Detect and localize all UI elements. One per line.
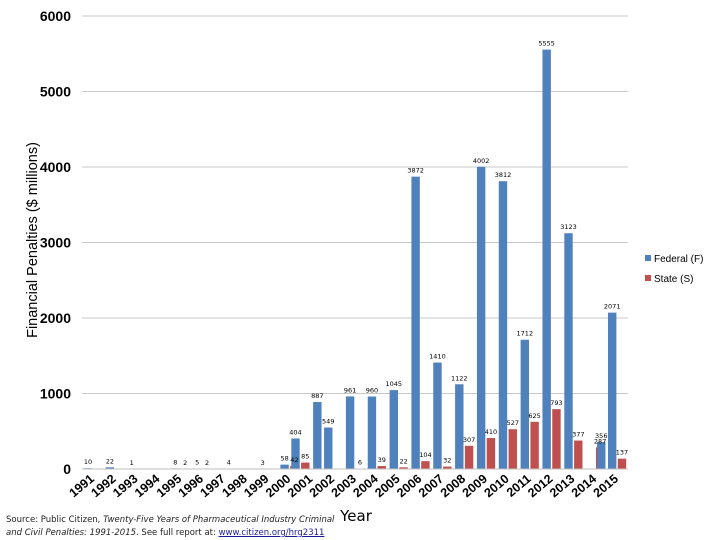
- bar-federal-2010: [498, 181, 508, 469]
- legend-label-state: State (S): [654, 274, 693, 285]
- source-prefix: Source: Public Citizen,: [6, 515, 104, 525]
- bar-state-1996-label: 2: [205, 459, 209, 467]
- bar-state-2005: [399, 467, 408, 469]
- x-axis-ticks: 1991199219931994199519961997199819992000…: [67, 472, 621, 501]
- bar-federal-2004: [367, 396, 377, 469]
- x-axis-title: Year: [339, 507, 373, 525]
- x-tick-label-2015: 2015: [591, 472, 621, 501]
- gridlines: [82, 15, 628, 394]
- bar-state-2007: [443, 466, 452, 469]
- bar-state-2010-label: 527: [507, 419, 519, 427]
- bar-state-2014-label: 287: [594, 437, 606, 445]
- bar-federal-2000-label: 58: [280, 455, 288, 463]
- bar-federal-2013: [564, 233, 573, 469]
- bar-state-2004-label: 39: [378, 456, 386, 464]
- bar-state-2013-label: 377: [572, 431, 584, 439]
- bar-state-2013: [574, 440, 583, 469]
- bar-federal-1996-label: 5: [195, 459, 199, 467]
- bar-federal-2002: [324, 427, 333, 469]
- bar-state-2011-label: 625: [528, 412, 540, 420]
- legend-label-federal: Federal (F): [654, 254, 703, 265]
- bar-state-2010: [508, 429, 517, 469]
- legend-swatch-federal: [645, 255, 651, 261]
- bar-state-2003-label: 6: [358, 459, 362, 467]
- bar-federal-2005-label: 1045: [386, 380, 403, 388]
- bar-federal-2008-label: 1122: [451, 374, 468, 382]
- bar-state-2015-label: 137: [616, 449, 628, 457]
- bar-state-2006: [421, 461, 430, 469]
- bar-state-2007-label: 32: [443, 457, 451, 465]
- bar-state-2000-label: 42: [290, 456, 298, 464]
- bar-state-2008-label: 307: [463, 436, 475, 444]
- bar-federal-2008: [455, 384, 464, 469]
- bar-federal-1999-label: 3: [261, 459, 265, 467]
- bar-state-2012-label: 793: [550, 399, 562, 407]
- bar-federal-2015-label: 2071: [604, 303, 621, 311]
- bar-federal-1995-label: 8: [173, 458, 177, 466]
- bar-extra-2001-2: [313, 402, 322, 469]
- bar-federal-1993-label: 1: [130, 459, 134, 467]
- bars: [83, 49, 627, 469]
- y-axis-title: Financial Penalties ($ millions): [25, 142, 41, 338]
- bar-state-2015: [617, 458, 627, 469]
- bar-state-2011: [530, 421, 539, 469]
- bar-extra-2000-1: [301, 462, 310, 469]
- bar-federal-2013-label: 3123: [560, 223, 577, 231]
- source-link[interactable]: www.citizen.org/hrg2311: [218, 528, 325, 538]
- y-tick-label-1000: 1000: [40, 386, 71, 402]
- bar-federal-2010-label: 3812: [495, 171, 512, 179]
- bar-federal-2011-label: 1712: [517, 330, 534, 338]
- source-middle: . See full report at:: [136, 528, 219, 538]
- bar-extra-2001-2-label: 887: [311, 392, 323, 400]
- bar-federal-2006: [411, 176, 420, 469]
- bar-federal-2007-label: 1410: [429, 353, 446, 361]
- y-tick-label-0: 0: [63, 461, 71, 477]
- bar-extra-2014-3-label: 356: [595, 432, 607, 440]
- bar-federal-1992-label: 22: [106, 457, 114, 465]
- y-tick-label-6000: 6000: [40, 8, 71, 24]
- bar-federal-2009-label: 4002: [473, 157, 490, 165]
- source-note: Source: Public Citizen, Twenty-Five Year…: [6, 514, 336, 540]
- bar-state-2006-label: 104: [419, 451, 431, 459]
- bar-state-1997-label: 4: [227, 459, 231, 467]
- bar-federal-2007: [433, 362, 442, 469]
- bar-federal-2005: [389, 390, 398, 469]
- y-tick-label-5000: 5000: [40, 84, 71, 100]
- y-tick-label-2000: 2000: [40, 310, 71, 326]
- legend-swatch-state: [645, 275, 651, 281]
- bar-extra-2000-0-label: 404: [289, 428, 301, 436]
- bar-federal-1992: [105, 467, 115, 469]
- bar-federal-2004-label: 960: [366, 387, 378, 395]
- bar-extra-2000-0: [291, 438, 300, 469]
- bar-state-2009: [486, 438, 496, 469]
- bar-federal-2015: [607, 312, 617, 469]
- bar-federal-2011: [520, 339, 530, 469]
- bar-extra-2000-1-label: 85: [301, 453, 309, 461]
- bar-state-2012: [552, 409, 561, 469]
- bar-federal-2006-label: 3872: [407, 167, 424, 175]
- bar-state-2008: [464, 445, 474, 469]
- bar-state-2004: [377, 466, 386, 469]
- bar-extra-2014-3: [597, 442, 606, 469]
- bar-state-2005-label: 22: [399, 457, 407, 465]
- source-title: Twenty-Five Years of Pharmaceutical Indu…: [6, 515, 335, 538]
- bar-federal-2002-label: 549: [322, 418, 334, 426]
- bar-federal-2003-label: 961: [344, 386, 356, 394]
- bar-federal-2012: [542, 49, 551, 469]
- y-tick-label-4000: 4000: [40, 159, 71, 175]
- y-tick-label-3000: 3000: [40, 235, 71, 251]
- bar-state-2009-label: 410: [485, 428, 497, 436]
- bar-state-1995-label: 2: [183, 459, 187, 467]
- bar-federal-2009: [476, 166, 486, 469]
- legend: Federal (F) State (S): [645, 254, 703, 285]
- y-axis-ticks: 0 1000 2000 3000 4000 5000 6000: [40, 8, 71, 477]
- bar-federal-2003: [345, 396, 355, 469]
- bar-federal-2000: [280, 464, 289, 469]
- bar-federal-2012-label: 5555: [538, 40, 555, 48]
- bar-federal-1991-label: 10: [84, 458, 92, 466]
